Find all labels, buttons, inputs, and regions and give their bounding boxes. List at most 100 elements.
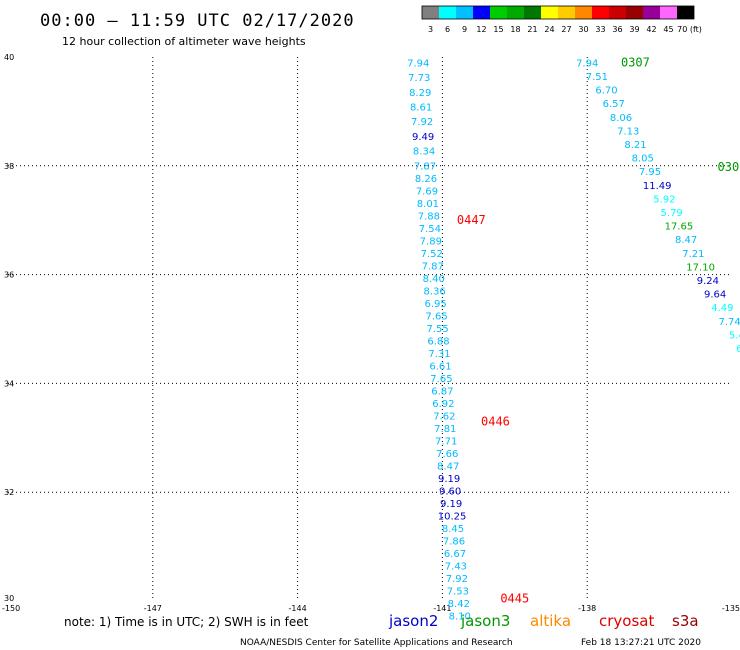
wave-height-value: 7.54 <box>419 224 441 235</box>
wave-height-value: 5.92 <box>653 194 675 205</box>
colorbar-label: 70 (ft) <box>677 25 702 34</box>
wave-height-value: 8.21 <box>624 140 646 151</box>
wave-height-value: 8.01 <box>417 199 439 210</box>
wave-height-value: 6.61 <box>429 361 451 372</box>
y-tick-label: 36 <box>4 271 14 280</box>
wave-height-value: 7.43 <box>445 562 467 573</box>
wave-height-value: 7.52 <box>421 249 443 260</box>
x-tick-label: -147 <box>144 604 162 613</box>
wave-height-value: 7.69 <box>416 186 438 197</box>
color-swatch <box>473 6 490 19</box>
legend-entry-s3a: s3a <box>672 612 699 630</box>
y-tick-labels: 30 32 34 36 38 40 <box>4 53 14 603</box>
wave-height-value: 7.73 <box>408 73 430 84</box>
wave-height-value: 9.60 <box>439 487 461 498</box>
wave-height-value: 7.87 <box>414 161 436 172</box>
color-swatch <box>422 6 439 19</box>
colorbar-label: 42 <box>646 25 656 34</box>
pass-time-label: 0308 <box>718 160 740 174</box>
wave-height-value: 6.87 <box>431 386 453 397</box>
color-swatch <box>575 6 592 19</box>
chart-subtitle: 12 hour collection of altimeter wave hei… <box>62 35 306 48</box>
wave-height-value: 7.95 <box>639 167 661 178</box>
plot-area: 30 32 34 36 38 40 -150 -147 -144 -141 -138 -135 7.… <box>2 53 740 623</box>
color-swatch <box>626 6 643 19</box>
colorbar-label: 15 <box>493 25 503 34</box>
color-swatch <box>677 6 694 19</box>
colorbar-label: 6 <box>445 25 450 34</box>
wave-height-value: 6.92 <box>432 399 454 410</box>
wave-height-value: 7.65 <box>425 311 447 322</box>
wave-height-value: 8.42 <box>448 599 470 610</box>
color-swatch <box>524 6 541 19</box>
x-tick-label: -150 <box>2 604 20 613</box>
wave-height-value: 7.71 <box>435 437 457 448</box>
color-swatch <box>456 6 473 19</box>
y-tick-label: 30 <box>4 594 14 603</box>
color-swatch <box>609 6 626 19</box>
wave-height-value: 7.62 <box>433 411 455 422</box>
color-swatch <box>541 6 558 19</box>
wave-height-value: 8.47 <box>675 235 697 246</box>
colorbar-label: 45 <box>663 25 673 34</box>
wave-height-value: 10.25 <box>438 512 467 523</box>
colorbar-label: 39 <box>629 25 639 34</box>
wave-height-value: 9.49 <box>412 132 434 143</box>
legend-entry-jason2: jason2 <box>388 612 438 630</box>
wave-height-value: 7.88 <box>418 211 440 222</box>
color-swatch <box>439 6 456 19</box>
y-tick-label: 40 <box>4 53 14 62</box>
pass-time-label: 0446 <box>481 414 510 428</box>
wave-height-value: 7.13 <box>617 126 639 137</box>
wave-height-value: 7.92 <box>411 117 433 128</box>
color-swatch <box>507 6 524 19</box>
data-points: 7.94 7.73 8.29 8.61 7.92 9.49 8.34 7.87 8.267.69… <box>407 55 740 622</box>
colorbar-label: 21 <box>527 25 537 34</box>
wave-height-value: 7.87 <box>422 261 444 272</box>
wave-height-value: 8.45 <box>442 524 464 535</box>
wave-height-value: 6.7 <box>736 344 740 355</box>
colorbar-label: 30 <box>578 25 588 34</box>
wave-height-value: 8.05 <box>632 154 654 165</box>
color-swatch <box>558 6 575 19</box>
legend-entry-altika: altika <box>530 612 571 630</box>
wave-height-value: 7.66 <box>436 449 458 460</box>
colorbar-label: 9 <box>462 25 467 34</box>
wave-height-value: 8.47 <box>437 462 459 473</box>
x-tick-label: -135 <box>722 604 740 613</box>
y-tick-label: 32 <box>4 488 14 497</box>
wave-height-value: 5.4 <box>729 330 740 341</box>
units-note: note: 1) Time is in UTC; 2) SWH is in fe… <box>64 615 309 629</box>
wave-height-value: 9.19 <box>440 499 462 510</box>
colorbar-label: 3 <box>428 25 433 34</box>
grid-lines <box>8 57 732 601</box>
colorbar-label: 24 <box>544 25 554 34</box>
colorbar-label: 27 <box>561 25 571 34</box>
timestamp-text: Feb 18 13:27:21 UTC 2020 <box>581 638 701 648</box>
wave-height-value: 8.34 <box>413 147 435 158</box>
colorbar-label: 33 <box>595 25 605 34</box>
pass-time-label: 0307 <box>621 55 650 69</box>
wave-height-value: 7.53 <box>447 587 469 598</box>
wave-height-value: 9.24 <box>697 276 719 287</box>
wave-height-value: 9.19 <box>438 474 460 485</box>
x-tick-label: -144 <box>289 604 307 613</box>
colorbar-label: 18 <box>510 25 520 34</box>
wave-height-value: 7.92 <box>446 574 468 585</box>
wave-height-value: 11.49 <box>643 181 672 192</box>
wave-height-value: 17.10 <box>686 262 715 273</box>
wave-height-value: 9.64 <box>704 290 726 301</box>
wave-height-value: 6.88 <box>427 336 449 347</box>
wave-height-value: 7.31 <box>428 349 450 360</box>
wave-height-value: 7.55 <box>426 324 448 335</box>
color-swatch <box>592 6 609 19</box>
wave-height-value: 7.74 <box>718 317 740 328</box>
wave-height-value: 8.61 <box>410 103 432 114</box>
y-tick-label: 38 <box>4 162 14 171</box>
wave-height-value: 7.89 <box>420 236 442 247</box>
wave-height-value: 6.67 <box>444 549 466 560</box>
chart-title: 00:00 – 11:59 UTC 02/17/2020 <box>40 11 355 31</box>
pass-time-label: 0445 <box>500 591 529 605</box>
wave-height-value: 8.06 <box>610 113 632 124</box>
